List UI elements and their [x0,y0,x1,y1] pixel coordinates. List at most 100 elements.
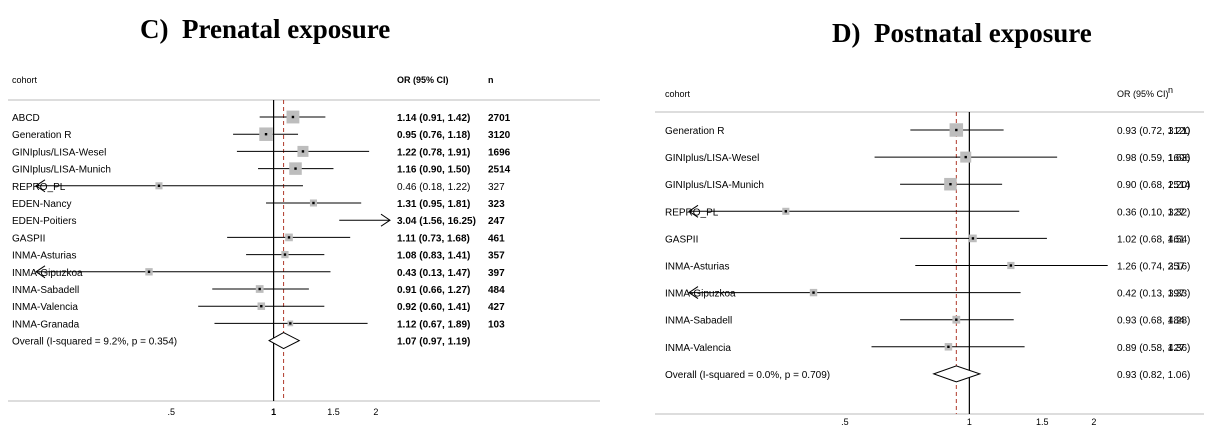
row-n: 397 [488,268,505,279]
weight-box [944,343,953,351]
point-estimate [301,150,305,153]
row-or-ci: 3.04 (1.56, 16.25) [397,216,476,227]
row-n: 327 [488,182,505,193]
row-cohort-label: INMA-Asturias [665,262,729,273]
row-n: 461 [488,233,505,244]
row-or-ci: 0.46 (0.18, 1.22) [397,182,470,193]
row-cohort-label: GINIplus/LISA-Wesel [12,147,106,158]
row-n: 247 [488,216,505,227]
row-cohort-label: REPRO_PL [665,207,719,218]
row-cohort-label: GASPII [12,233,45,244]
overall-diamond [268,332,301,350]
row-or-ci: 0.90 (0.68, 1.20) [1117,180,1190,191]
row-or-ci: 1.12 (0.67, 1.89) [397,319,470,330]
row-or-ci: 0.92 (0.60, 1.41) [397,302,470,313]
row-n: 484 [1168,316,1185,327]
row-or-ci: 0.43 (0.13, 1.47) [397,268,470,279]
weight-box [960,151,972,163]
row-cohort-label: GASPII [665,234,698,245]
row-cohort-label: INMA-Asturias [12,251,76,262]
point-estimate [812,291,815,294]
row-cohort-label: INMA-Gipuzkoa [665,289,736,300]
weight-box [1007,261,1015,270]
row-n: 2701 [488,113,511,124]
ci-arrow-left [35,265,46,279]
row-or-ci: 0.95 (0.76, 1.18) [397,130,470,141]
row-or-ci: 1.11 (0.73, 1.68) [397,233,470,244]
weight-box [809,288,818,297]
x-tick-label: 1 [967,417,972,426]
overall-label: Overall (I-squared = 9.2%, p = 0.354) [12,337,177,348]
row-n: 1696 [1168,153,1191,164]
point-estimate [1009,264,1013,267]
row-cohort-label: Generation R [665,126,724,137]
row-or-ci: 0.91 (0.66, 1.27) [397,285,470,296]
row-cohort-label: EDEN-Nancy [12,199,71,210]
header-or-ci: OR (95% CI) [1117,89,1169,99]
x-tick-label: .5 [168,407,176,417]
row-or-ci: 1.02 (0.68, 1.54) [1117,234,1190,245]
row-n: 427 [1168,343,1185,354]
point-estimate [949,183,952,186]
panel-c-title: C) Prenatal exposure [140,14,391,44]
point-estimate [264,133,268,136]
row-cohort-label: GINIplus/LISA-Munich [665,180,764,191]
weight-box [782,207,790,215]
row-n: 357 [1168,262,1185,273]
point-estimate [283,253,287,256]
row-n: 2514 [488,165,511,176]
row-cohort-label: INMA-Granada [12,319,80,330]
row-n: 1696 [488,147,511,158]
point-estimate [947,345,950,348]
row-cohort-label: INMA-Sabadell [665,316,732,327]
row-n: 327 [1168,207,1185,218]
point-estimate [157,184,161,187]
row-n: 103 [488,319,505,330]
row-or-ci: 0.93 (0.68, 1.28) [1117,316,1190,327]
row-n: 357 [488,251,505,262]
panel-d-title: D) Postnatal exposure [832,18,1092,48]
overall-or-ci: 0.93 (0.82, 1.06) [1117,370,1190,381]
overall-diamond [932,365,982,383]
row-or-ci: 0.98 (0.59, 1.63) [1117,153,1190,164]
point-estimate [258,287,261,291]
row-cohort-label: INMA-Valencia [12,302,78,313]
row-or-ci: 0.36 (0.10, 1.32) [1117,207,1190,218]
header-cohort: cohort [665,89,691,99]
point-estimate [312,201,315,205]
weight-box [952,315,961,324]
point-estimate [955,128,958,132]
point-estimate [784,210,788,213]
row-cohort-label: GINIplus/LISA-Munich [12,165,111,176]
point-estimate [289,322,292,325]
row-n: 323 [488,199,505,210]
x-tick-label: 2 [373,407,378,417]
row-n: 3120 [1168,126,1191,137]
ci-arrow-left [688,204,699,218]
row-cohort-label: EDEN-Poitiers [12,216,76,227]
x-tick-label: 1 [271,407,276,417]
header-n: n [488,75,494,85]
row-cohort-label: INMA-Sabadell [12,285,79,296]
row-or-ci: 1.16 (0.90, 1.50) [397,165,470,176]
header-or-ci: OR (95% CI) [397,75,449,85]
row-cohort-label: INMA-Valencia [665,343,731,354]
row-cohort-label: ABCD [12,113,40,124]
row-or-ci: 1.31 (0.95, 1.81) [397,199,470,210]
row-or-ci: 1.08 (0.83, 1.41) [397,251,470,262]
point-estimate [971,237,975,240]
ci-arrow-left [688,286,699,300]
row-n: 461 [1168,234,1185,245]
x-tick-label: 1.5 [327,407,340,417]
x-tick-label: 2 [1091,417,1096,426]
point-estimate [291,115,295,119]
row-or-ci: 0.93 (0.72, 1.21) [1117,126,1190,137]
header-n: n [1168,85,1173,95]
row-or-ci: 1.14 (0.91, 1.42) [397,113,470,124]
ci-arrow-left [35,179,46,193]
point-estimate [287,236,291,239]
x-tick-label: .5 [841,417,849,426]
point-estimate [147,270,151,273]
row-or-ci: 1.26 (0.74, 2.16) [1117,262,1190,273]
row-n: 2514 [1168,180,1191,191]
